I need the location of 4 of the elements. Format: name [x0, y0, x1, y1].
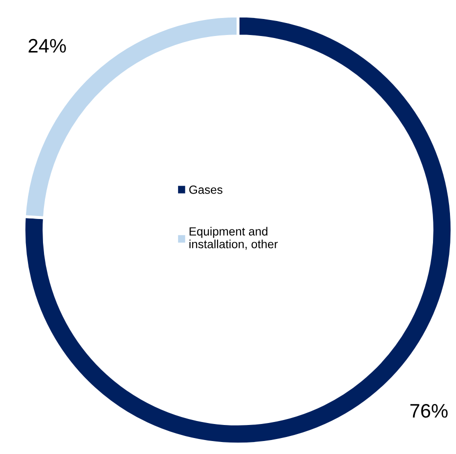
data-label: 76%: [410, 404, 448, 418]
legend-label: Equipment and installation, other: [189, 226, 278, 250]
legend-label: Gases: [189, 186, 222, 194]
data-label: 24%: [28, 38, 66, 53]
